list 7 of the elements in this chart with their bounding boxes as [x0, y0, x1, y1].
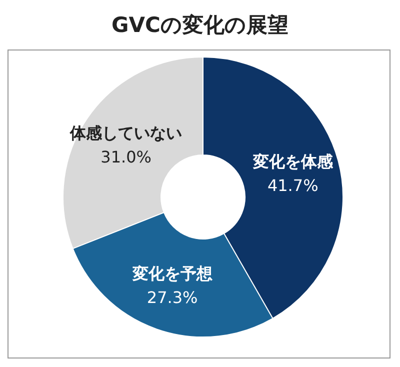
- data-label: 31.0%: [100, 148, 152, 167]
- slice-label: 変化を予想: [131, 264, 214, 283]
- chart-title: GVCの変化の展望: [112, 13, 288, 37]
- slice-label: 変化を体感: [252, 152, 334, 172]
- slice-label: 体感していない: [69, 124, 182, 143]
- data-label: 27.3%: [146, 288, 198, 307]
- data-label: 41.7%: [267, 176, 318, 196]
